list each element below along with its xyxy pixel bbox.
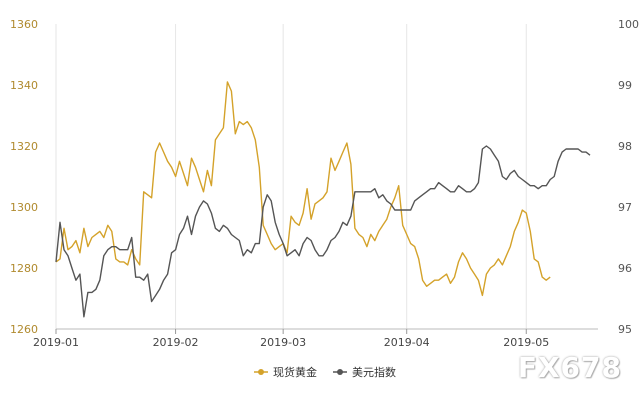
x-tick-label: 2019-05: [503, 336, 549, 349]
legend-label: 美元指数: [352, 365, 396, 379]
y-right-tick-label: 99: [618, 79, 632, 92]
y-left-tick-label: 1320: [10, 140, 38, 153]
y-right-tick-label: 96: [618, 262, 632, 275]
y-right-tick-label: 95: [618, 323, 632, 336]
y-left-tick-label: 1280: [10, 262, 38, 275]
series-line-gold: [55, 81, 551, 297]
y-right-tick-label: 97: [618, 201, 632, 214]
legend-label: 现货黄金: [273, 365, 317, 379]
legend: 现货黄金 美元指数: [254, 365, 396, 379]
x-tick-label: 2019-01: [33, 336, 79, 349]
y-right-tick-label: 98: [618, 140, 632, 153]
x-tick-label: 2019-04: [384, 336, 430, 349]
axes: 2019-01 2019-02 2019-03 2019-04 2019-05 1260 1…: [10, 18, 639, 349]
y-right-tick-label: 100: [618, 18, 639, 31]
legend-swatch-dot: [337, 369, 343, 375]
series-lines: [55, 81, 591, 318]
y-left-tick-label: 1360: [10, 18, 38, 31]
y-left-tick-label: 1340: [10, 79, 38, 92]
y-left-tick-label: 1260: [10, 323, 38, 336]
x-tick-label: 2019-03: [260, 336, 306, 349]
y-left-tick-label: 1300: [10, 201, 38, 214]
x-tick-label: 2019-02: [153, 336, 199, 349]
watermark: FX678: [517, 351, 622, 384]
series-line-usd-index: [55, 145, 591, 318]
legend-swatch-dot: [258, 369, 264, 375]
grid: [55, 24, 527, 329]
